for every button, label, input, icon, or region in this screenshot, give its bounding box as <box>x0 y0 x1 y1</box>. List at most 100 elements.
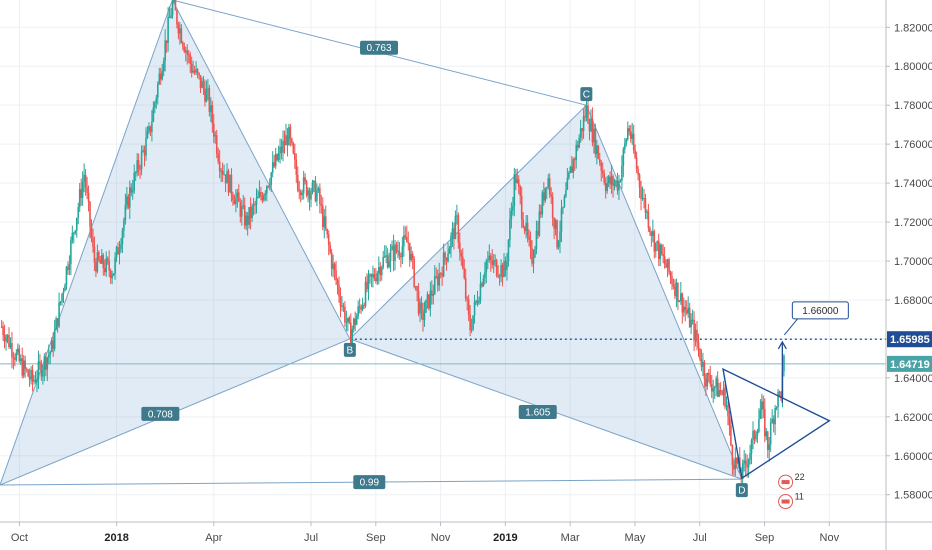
candle <box>274 147 277 170</box>
candle <box>481 281 483 288</box>
candle <box>267 185 270 189</box>
candle <box>89 200 91 239</box>
candle-body <box>376 273 379 282</box>
target-callout-text: 1.66000 <box>802 306 839 317</box>
candle <box>568 170 570 180</box>
candle <box>584 104 586 122</box>
candle-body <box>86 187 88 193</box>
candle-body <box>173 0 175 2</box>
candle-body <box>746 464 748 468</box>
candle-body <box>771 418 773 423</box>
candle-body <box>531 247 533 264</box>
event-marker[interactable]: 22 <box>778 472 805 490</box>
candle <box>288 123 290 146</box>
candle <box>660 243 663 256</box>
candle <box>252 197 255 216</box>
candle-body <box>703 362 706 379</box>
candle <box>3 324 6 349</box>
candle <box>725 396 728 411</box>
candle <box>629 124 632 143</box>
candle <box>473 294 476 324</box>
candle-body <box>176 10 178 25</box>
candle-body <box>419 302 421 314</box>
candle-body <box>485 260 488 273</box>
candle <box>37 350 40 389</box>
candle <box>528 229 530 247</box>
candle <box>87 185 90 212</box>
candle <box>283 130 286 154</box>
candle <box>469 305 471 337</box>
candle <box>569 165 572 174</box>
candle <box>780 391 782 402</box>
candle <box>77 202 80 225</box>
candle-body <box>111 275 113 279</box>
candle <box>164 29 166 72</box>
candle <box>106 256 109 265</box>
candle-body <box>721 392 723 395</box>
candle-body <box>59 301 62 303</box>
candle <box>547 173 550 190</box>
candle-body <box>520 195 523 220</box>
candle <box>681 292 684 324</box>
candle-body <box>609 176 611 185</box>
candle-body <box>621 165 623 181</box>
candle-body <box>279 146 281 154</box>
candle <box>587 100 589 124</box>
price-axis[interactable]: 1.82000 1.80000 1.78000 1.76000 1.74000 1.720… <box>885 0 932 550</box>
candle <box>42 365 44 385</box>
candle <box>638 172 641 199</box>
candle-body <box>12 356 15 359</box>
candle-body <box>712 388 715 392</box>
candle <box>671 271 673 291</box>
candle-body <box>52 340 54 349</box>
candle-body <box>233 200 236 205</box>
candle <box>251 203 253 223</box>
candle <box>463 259 466 280</box>
candle-body <box>450 235 452 249</box>
candle <box>532 249 535 274</box>
candle-body <box>438 273 440 286</box>
candle <box>189 51 192 74</box>
candle <box>30 366 32 385</box>
candle <box>513 167 516 217</box>
candle-body <box>240 206 243 217</box>
candle <box>646 209 648 220</box>
candle <box>626 121 629 141</box>
candle-body <box>674 286 676 297</box>
candle-body <box>582 116 585 131</box>
candle <box>525 215 527 239</box>
candle-body <box>416 286 418 291</box>
candle <box>484 262 486 285</box>
candle <box>345 310 348 331</box>
candle-body <box>469 314 471 331</box>
candle-body <box>680 293 682 302</box>
candle-body <box>320 204 323 206</box>
candle <box>257 189 259 199</box>
candle-body <box>377 266 380 274</box>
candle <box>526 215 529 243</box>
candle <box>263 193 265 203</box>
candle-body <box>243 205 246 226</box>
candle-body <box>81 181 84 198</box>
candle-body <box>351 328 354 343</box>
candle <box>182 40 184 51</box>
candle <box>352 317 355 333</box>
price-target: 1.66000 <box>777 301 849 404</box>
candle-body <box>348 317 351 323</box>
candle-body <box>783 355 785 372</box>
time-tick-label: 2019 <box>493 532 517 544</box>
candle-body <box>183 46 186 52</box>
candle <box>656 240 659 252</box>
candle <box>367 269 370 301</box>
candle-body <box>299 191 302 196</box>
time-axis[interactable]: Oct 2018 Apr Jul Sep Nov 2019 Mar May Jul Sep Nov <box>0 521 932 544</box>
candle-body <box>606 183 608 191</box>
candle-body <box>693 319 695 341</box>
event-marker[interactable]: 11 <box>778 492 804 510</box>
candle-body <box>360 307 362 310</box>
candle-body <box>156 83 159 98</box>
candle-body <box>127 196 130 208</box>
ratio-label-bg <box>360 40 399 55</box>
candle <box>604 177 607 199</box>
